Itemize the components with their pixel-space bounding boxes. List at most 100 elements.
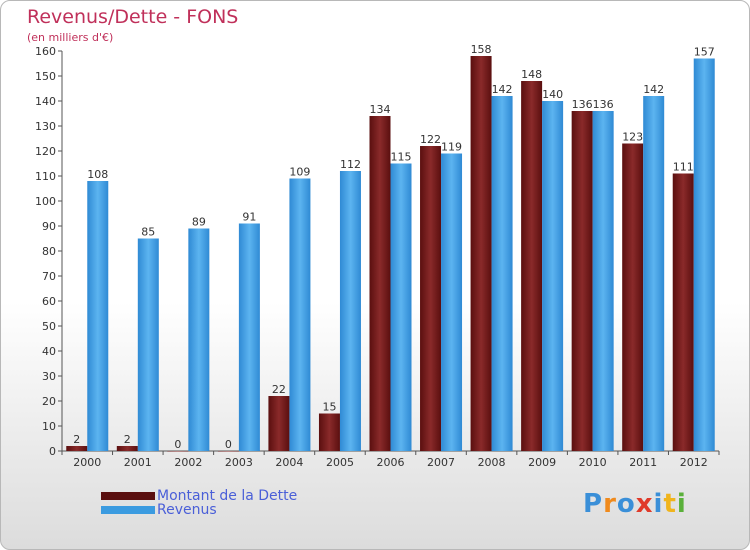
x-tick-label: 2001: [124, 456, 152, 469]
legend-item-revenus: Revenus: [101, 502, 217, 518]
x-tick-label: 2010: [579, 456, 607, 469]
x-tick-label: 2000: [73, 456, 101, 469]
chart-subtitle: (en milliers d'€): [27, 31, 114, 44]
bar-dette: [622, 143, 644, 451]
y-tick-label: 0: [49, 445, 56, 458]
bar-dette: [167, 451, 189, 452]
x-tick-label: 2002: [174, 456, 202, 469]
data-label-revenus: 91: [242, 211, 256, 224]
x-tick-label: 2012: [680, 456, 708, 469]
bar-revenus: [592, 111, 614, 451]
data-label-revenus: 108: [87, 168, 108, 181]
y-tick-label: 70: [42, 270, 56, 283]
bar-revenus: [693, 58, 715, 451]
data-label-revenus: 89: [192, 216, 206, 229]
data-label-dette: 148: [521, 68, 542, 81]
bar-dette: [470, 56, 492, 451]
data-label-revenus: 140: [542, 88, 563, 101]
y-tick-label: 120: [35, 145, 56, 158]
bar-dette: [268, 396, 290, 451]
y-tick-label: 40: [42, 345, 56, 358]
logo-letter: o: [616, 489, 636, 519]
data-label-dette: 22: [272, 383, 286, 396]
legend-item-dette: Montant de la Dette: [101, 488, 298, 504]
data-label-revenus: 142: [492, 83, 513, 96]
data-label-revenus: 112: [340, 158, 361, 171]
y-tick-label: 30: [42, 370, 56, 383]
y-tick-label: 160: [35, 45, 56, 58]
bar-revenus: [87, 181, 109, 451]
chart-title: Revenus/Dette - FONS: [27, 6, 239, 28]
data-label-dette: 134: [370, 103, 391, 116]
y-tick-label: 80: [42, 245, 56, 258]
y-tick-label: 110: [35, 170, 56, 183]
bar-dette: [521, 81, 543, 451]
bar-dette: [369, 116, 391, 451]
legend-swatch-revenus: [101, 506, 155, 514]
x-tick-label: 2004: [275, 456, 303, 469]
data-label-dette: 111: [673, 161, 694, 174]
data-label-dette: 123: [622, 131, 643, 144]
y-tick-label: 60: [42, 295, 56, 308]
bar-revenus: [137, 238, 159, 451]
proxiti-logo: Proxiti: [583, 489, 687, 519]
x-tick-label: 2011: [629, 456, 657, 469]
bar-dette: [116, 446, 138, 451]
x-tick-label: 2006: [377, 456, 405, 469]
data-label-revenus: 119: [441, 141, 462, 154]
data-label-dette: 15: [322, 401, 336, 414]
logo-letter: r: [603, 489, 617, 519]
bar-revenus: [441, 153, 463, 451]
y-tick-label: 150: [35, 70, 56, 83]
logo-letter: x: [635, 489, 654, 519]
data-label-dette: 158: [471, 43, 492, 56]
bar-dette: [217, 451, 239, 452]
x-tick-label: 2005: [326, 456, 354, 469]
bar-revenus: [188, 228, 210, 451]
data-label-revenus: 157: [694, 46, 715, 59]
legend-swatch-dette: [101, 492, 155, 500]
y-tick-label: 100: [35, 195, 56, 208]
logo-letter: i: [676, 489, 687, 519]
data-label-dette: 0: [225, 438, 232, 451]
data-label-dette: 136: [572, 98, 593, 111]
data-label-revenus: 85: [141, 226, 155, 239]
logo-letter: i: [653, 489, 664, 519]
data-label-dette: 0: [174, 438, 181, 451]
bar-dette: [318, 413, 340, 451]
data-label-dette: 2: [73, 433, 80, 446]
legend-label-dette: Montant de la Dette: [157, 488, 298, 504]
y-tick-label: 90: [42, 220, 56, 233]
y-tick-label: 130: [35, 120, 56, 133]
data-label-revenus: 142: [643, 83, 664, 96]
y-tick-label: 10: [42, 420, 56, 433]
x-tick-label: 2008: [478, 456, 506, 469]
bar-revenus: [643, 96, 665, 451]
logo-letter: t: [663, 489, 677, 519]
bar-revenus: [289, 178, 311, 451]
bar-revenus: [390, 163, 412, 451]
data-label-revenus: 109: [289, 166, 310, 179]
y-tick-label: 20: [42, 395, 56, 408]
bar-revenus: [238, 223, 260, 451]
bar-revenus: [339, 171, 361, 451]
data-label-dette: 2: [124, 433, 131, 446]
bar-dette: [66, 446, 88, 451]
data-label-revenus: 136: [593, 98, 614, 111]
bar-dette: [420, 146, 442, 451]
bar-revenus: [491, 96, 513, 451]
x-tick-label: 2003: [225, 456, 253, 469]
data-label-dette: 122: [420, 133, 441, 146]
bar-dette: [672, 173, 694, 451]
y-tick-label: 140: [35, 95, 56, 108]
x-tick-label: 2009: [528, 456, 556, 469]
legend-label-revenus: Revenus: [157, 502, 217, 518]
bar-dette: [571, 111, 593, 451]
logo-letter: P: [583, 489, 604, 519]
data-label-revenus: 115: [391, 151, 412, 164]
y-tick-label: 50: [42, 320, 56, 333]
x-tick-label: 2007: [427, 456, 455, 469]
bar-revenus: [542, 101, 564, 451]
